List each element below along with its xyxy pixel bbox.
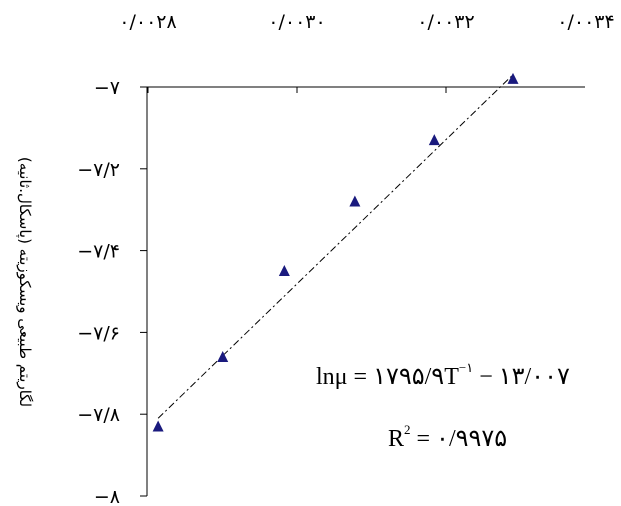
r-squared-value: = ۰/۹۹۷۵ (411, 426, 508, 452)
trendline-group (157, 74, 514, 419)
y-tick-label: −۸ (94, 486, 120, 506)
x-tick-label: ۰/۰۰۳۲ (417, 11, 474, 33)
data-point (507, 72, 519, 84)
y-axis: −۷ −۷/۲ −۷/۴ −۷/۶ −۷/۸ −۸ (77, 77, 148, 506)
y-tick-label: −۷/۴ (77, 241, 120, 263)
equation-main: lnμ = ۱۷۹۵/۹T (316, 364, 459, 390)
r-squared-symbol: R (388, 426, 404, 452)
data-point (349, 195, 361, 207)
equation-annotation: lnμ = ۱۷۹۵/۹T−۱ − ۱۳/۰۰۷ (316, 360, 570, 390)
x-tick-label: ۰/۰۰۳۰ (268, 11, 325, 33)
data-points (152, 72, 519, 432)
x-axis: ۰/۰۰۲۸ ۰/۰۰۳۰ ۰/۰۰۳۲ ۰/۰۰۳۴ (119, 11, 615, 93)
y-tick-label: −۷ (94, 77, 120, 99)
data-point (152, 420, 164, 432)
x-tick-label: ۰/۰۰۳۴ (557, 11, 614, 33)
y-axis-label: لگاریتم طبیعی ویسکوزیته (پاسکال.ثانیه) (15, 157, 34, 407)
r-squared-superscript: 2 (404, 422, 411, 437)
y-tick-label: −۷/۸ (77, 404, 120, 426)
x-tick-label: ۰/۰۰۲۸ (119, 11, 176, 33)
equation-superscript: −۱ (459, 360, 473, 375)
data-point (217, 350, 229, 362)
y-tick-label: −۷/۶ (77, 322, 120, 344)
trendline (157, 74, 514, 419)
data-point (428, 134, 440, 146)
y-tick-label: −۷/۲ (77, 159, 120, 181)
data-point (278, 265, 290, 277)
r-squared-annotation: R2 = ۰/۹۹۷۵ (388, 422, 507, 452)
equation-tail: − ۱۳/۰۰۷ (473, 364, 570, 390)
